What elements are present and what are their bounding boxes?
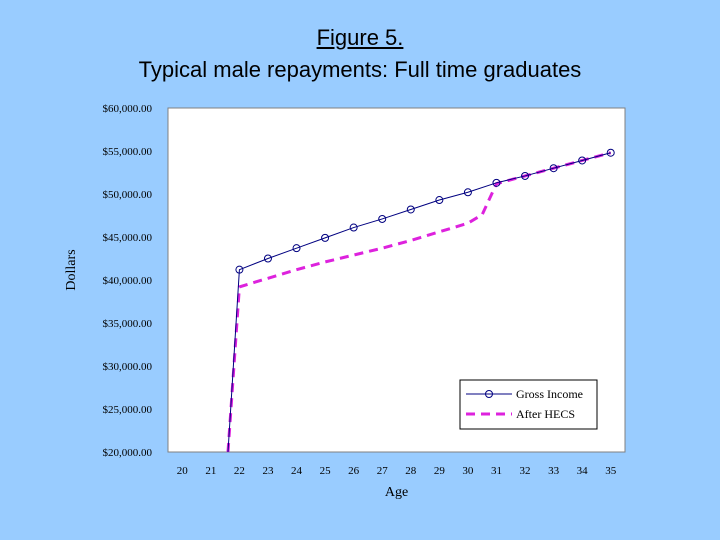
- x-tick-label: 33: [548, 465, 560, 477]
- data-point-gross-income: [578, 156, 587, 165]
- data-point-gross-income: [378, 214, 387, 223]
- data-point-gross-income: [521, 171, 530, 180]
- y-tick-label: $25,000.00: [103, 404, 153, 416]
- x-tick-label: 20: [177, 465, 189, 477]
- y-axis-label: Dollars: [64, 249, 79, 290]
- y-tick-label: $20,000.00: [103, 447, 153, 459]
- data-point-gross-income: [406, 205, 415, 214]
- x-axis-label: Age: [385, 485, 408, 500]
- x-tick-label: 32: [520, 465, 531, 477]
- x-tick-label: 27: [377, 465, 389, 477]
- y-tick-label: $40,000.00: [103, 275, 153, 287]
- y-tick-label: $55,000.00: [103, 146, 153, 158]
- y-tick-label: $30,000.00: [103, 361, 153, 373]
- x-tick-label: 25: [320, 465, 332, 477]
- y-axis-ticks: $20,000.00 $25,000.00 $30,000.00 $35,000.00…: [103, 103, 153, 459]
- x-tick-label: 30: [462, 465, 474, 477]
- x-tick-label: 22: [234, 465, 245, 477]
- y-tick-label: $35,000.00: [103, 318, 153, 330]
- data-point-gross-income: [349, 223, 358, 232]
- data-point-gross-income: [292, 244, 301, 253]
- x-tick-label: 35: [605, 465, 617, 477]
- x-tick-label: 28: [405, 465, 417, 477]
- x-tick-label: 23: [262, 465, 274, 477]
- data-point-gross-income: [606, 148, 615, 157]
- y-tick-label: $50,000.00: [103, 189, 153, 201]
- data-point-gross-income: [549, 164, 558, 173]
- data-point-gross-income: [435, 196, 444, 205]
- legend: Gross Income After HECS: [459, 379, 598, 430]
- legend-marker-gross-income: [485, 390, 493, 398]
- chart-subtitle: Typical male repayments: Full time gradu…: [138, 57, 582, 82]
- x-tick-label: 31: [491, 465, 502, 477]
- series-layer: [226, 148, 615, 453]
- legend-box: [459, 379, 598, 430]
- x-tick-label: 21: [205, 465, 216, 477]
- y-tick-label: $45,000.00: [103, 232, 153, 244]
- data-point-gross-income: [463, 188, 472, 197]
- data-point-gross-income: [263, 254, 272, 263]
- y-tick-label: $60,000.00: [103, 103, 153, 115]
- data-point-gross-income: [321, 233, 330, 242]
- x-tick-label: 24: [291, 465, 303, 477]
- legend-label-after-hecs: After HECS: [516, 407, 575, 421]
- data-point-gross-income: [492, 178, 501, 187]
- legend-label-gross-income: Gross Income: [516, 387, 583, 401]
- chart-title: Figure 5.: [316, 25, 404, 50]
- x-tick-label: 29: [434, 465, 446, 477]
- series-line-gross-income: [227, 152, 611, 453]
- x-tick-label: 34: [577, 465, 589, 477]
- data-point-gross-income: [235, 265, 244, 274]
- x-axis-ticks: 20 21 22 23 24 25 26 27 28 29 30 31 32 33 34 35: [177, 465, 617, 477]
- x-tick-label: 26: [348, 465, 360, 477]
